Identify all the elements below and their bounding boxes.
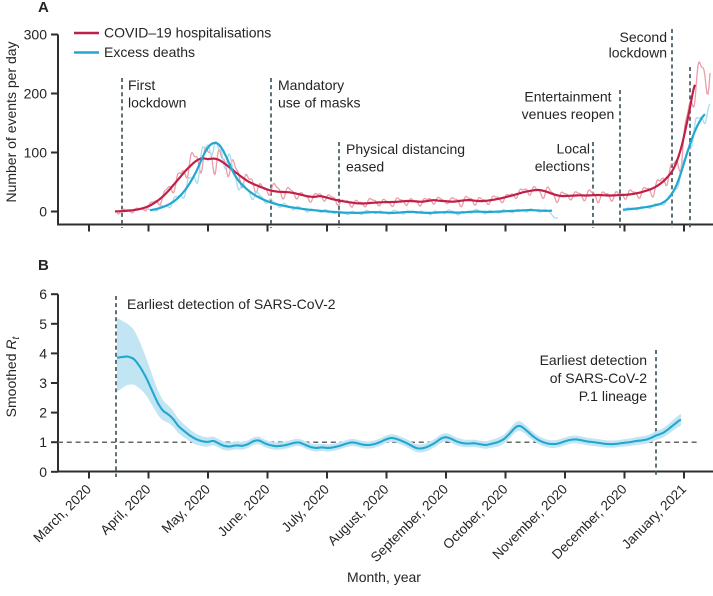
svg-text:A: A (38, 0, 49, 16)
svg-text:Local: Local (557, 141, 590, 157)
svg-text:4: 4 (39, 345, 47, 361)
svg-text:venues reopen: venues reopen (522, 106, 615, 122)
svg-text:elections: elections (535, 158, 590, 174)
svg-text:1: 1 (39, 434, 47, 450)
svg-text:300: 300 (24, 27, 48, 43)
svg-text:Earliest detection of SARS-CoV: Earliest detection of SARS-CoV-2 (127, 296, 336, 312)
svg-text:lockdown: lockdown (609, 45, 667, 61)
svg-text:100: 100 (24, 145, 48, 161)
svg-text:B: B (38, 257, 49, 274)
svg-text:Entertainment: Entertainment (524, 89, 611, 105)
svg-text:0: 0 (39, 464, 47, 480)
svg-text:of SARS-CoV-2: of SARS-CoV-2 (550, 370, 647, 386)
svg-text:200: 200 (24, 86, 48, 102)
svg-text:Smoothed Rt: Smoothed Rt (3, 335, 22, 417)
svg-text:0: 0 (39, 204, 47, 220)
svg-text:eased: eased (346, 159, 384, 175)
svg-text:6: 6 (39, 286, 47, 302)
svg-text:use of masks: use of masks (278, 95, 360, 111)
svg-text:3: 3 (39, 375, 47, 391)
svg-text:Excess deaths: Excess deaths (104, 44, 195, 60)
svg-text:2: 2 (39, 405, 47, 421)
svg-text:5: 5 (39, 316, 47, 332)
svg-text:Physical distancing: Physical distancing (346, 141, 465, 157)
svg-text:P.1 lineage: P.1 lineage (579, 388, 647, 404)
svg-text:COVID–19 hospitalisations: COVID–19 hospitalisations (104, 25, 271, 41)
svg-text:lockdown: lockdown (128, 95, 186, 111)
svg-text:First: First (128, 77, 155, 93)
svg-text:Earliest detection: Earliest detection (540, 352, 647, 368)
svg-text:Second: Second (620, 29, 667, 45)
svg-text:Number of events per day: Number of events per day (3, 41, 19, 202)
svg-text:Month, year: Month, year (347, 569, 421, 585)
svg-text:Mandatory: Mandatory (278, 77, 344, 93)
